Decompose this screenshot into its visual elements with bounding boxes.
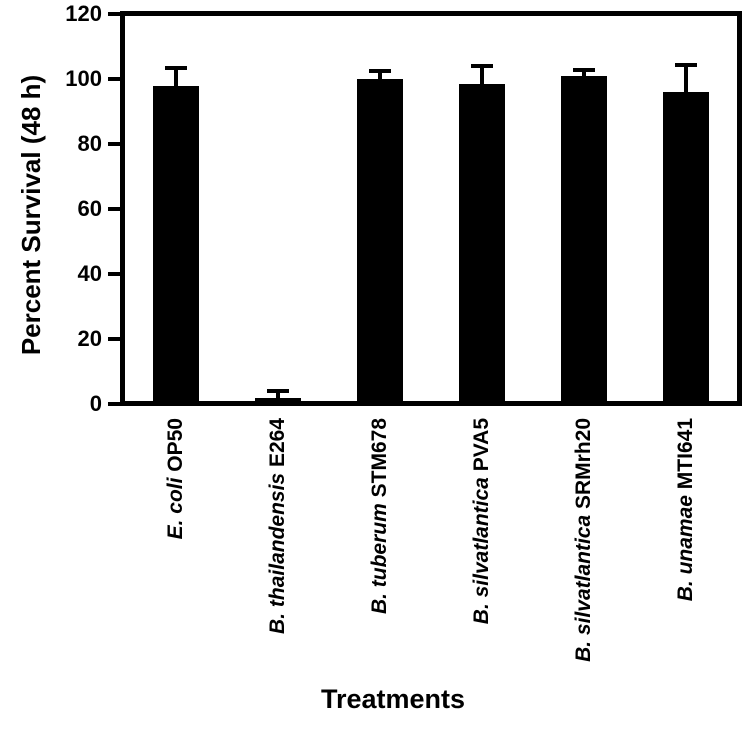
species-name-italic: B. thailandensis bbox=[266, 472, 289, 634]
bar bbox=[459, 84, 505, 401]
error-bar-stem bbox=[684, 64, 688, 95]
x-tick-label: B. silvatlantica PVA5 bbox=[468, 418, 496, 624]
x-tick-label: B. silvatlantica SRMrh20 bbox=[570, 418, 598, 662]
y-tick-label: 80 bbox=[77, 130, 102, 156]
error-bar-stem bbox=[276, 391, 280, 400]
bar bbox=[663, 92, 709, 401]
error-bar-stem bbox=[480, 66, 484, 87]
x-tick-label: E. coli OP50 bbox=[162, 418, 190, 539]
error-bar-cap bbox=[675, 62, 697, 67]
error-bar-stem bbox=[582, 69, 586, 78]
y-tick-label: 120 bbox=[65, 0, 102, 26]
y-tick-label: 60 bbox=[77, 195, 102, 221]
strain-name: E264 bbox=[266, 418, 289, 473]
y-tick-mark bbox=[108, 141, 120, 146]
y-tick-label: 0 bbox=[89, 390, 102, 416]
species-name-italic: B. silvatlantica bbox=[572, 514, 595, 662]
strain-name: OP50 bbox=[164, 418, 187, 478]
bar bbox=[357, 79, 403, 401]
y-tick-mark bbox=[108, 271, 120, 276]
y-tick-label: 20 bbox=[77, 325, 102, 351]
y-tick-mark bbox=[108, 76, 120, 81]
species-name-italic: E. coli bbox=[164, 477, 187, 540]
plot-area bbox=[120, 11, 742, 406]
error-bar-cap bbox=[573, 67, 595, 72]
species-name-italic: B. silvatlantica bbox=[470, 477, 493, 625]
x-tick-label: B. unamae MTI641 bbox=[672, 418, 700, 601]
y-tick-label: 100 bbox=[65, 65, 102, 91]
species-name-italic: B. tuberum bbox=[368, 503, 391, 615]
x-tick-label: B. tuberum STM678 bbox=[366, 418, 394, 614]
y-tick-mark bbox=[108, 206, 120, 211]
strain-name: SRMrh20 bbox=[572, 418, 595, 515]
error-bar-stem bbox=[378, 71, 382, 82]
x-axis-title: Treatments bbox=[320, 684, 466, 714]
y-tick-label: 40 bbox=[77, 260, 102, 286]
error-bar-cap bbox=[471, 64, 493, 69]
y-tick-mark bbox=[108, 401, 120, 406]
bar bbox=[561, 76, 607, 401]
bar bbox=[153, 85, 199, 401]
y-tick-mark bbox=[108, 11, 120, 16]
error-bar-cap bbox=[369, 69, 391, 74]
error-bar-cap bbox=[165, 65, 187, 70]
y-tick-mark bbox=[108, 336, 120, 341]
plot-inner bbox=[125, 16, 737, 401]
species-name-italic: B. unamae bbox=[674, 495, 697, 602]
strain-name: STM678 bbox=[368, 418, 391, 504]
x-tick-label: B. thailandensis E264 bbox=[264, 418, 292, 634]
strain-name: MTI641 bbox=[674, 418, 697, 496]
error-bar-cap bbox=[267, 389, 289, 394]
error-bar-stem bbox=[174, 67, 178, 88]
strain-name: PVA5 bbox=[470, 418, 493, 478]
